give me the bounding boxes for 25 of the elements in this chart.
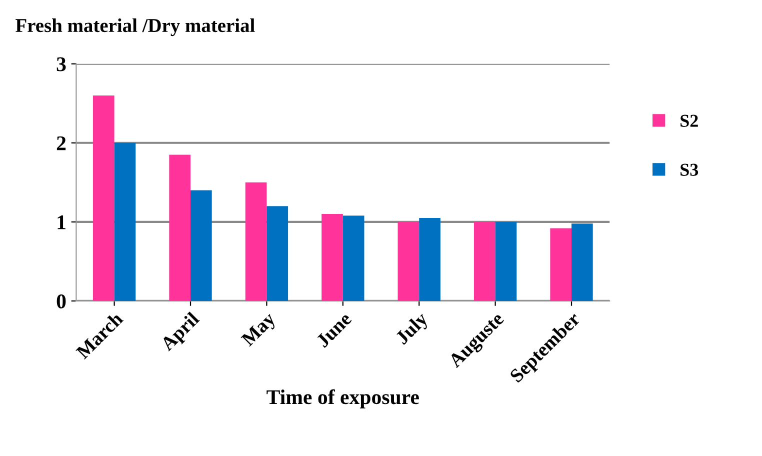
- bar: [419, 218, 440, 301]
- legend-label: S2: [680, 114, 698, 127]
- y-tick-label: 3: [56, 57, 66, 72]
- bar: [342, 216, 364, 301]
- x-tick-label: May: [240, 311, 280, 350]
- y-tick-label: 2: [56, 136, 66, 150]
- bar: [245, 182, 267, 301]
- chart-title: Fresh material /Dry material: [16, 18, 255, 36]
- bar: [92, 95, 114, 301]
- x-tick-label: July: [394, 310, 432, 348]
- bar: [190, 190, 212, 301]
- y-tick-label: 1: [58, 215, 66, 230]
- bar: [169, 154, 190, 301]
- bar: [495, 222, 517, 301]
- legend-label: S3: [680, 164, 698, 176]
- bar: [550, 228, 572, 301]
- bar: [474, 222, 496, 301]
- bar: [266, 206, 288, 301]
- x-axis-title: Time of exposure: [266, 389, 419, 408]
- y-tick-label: 0: [56, 294, 66, 308]
- bar: [398, 222, 420, 301]
- bar: [114, 142, 136, 301]
- x-tick-label: June: [316, 312, 352, 348]
- bar: [322, 214, 343, 301]
- bar: [572, 224, 593, 301]
